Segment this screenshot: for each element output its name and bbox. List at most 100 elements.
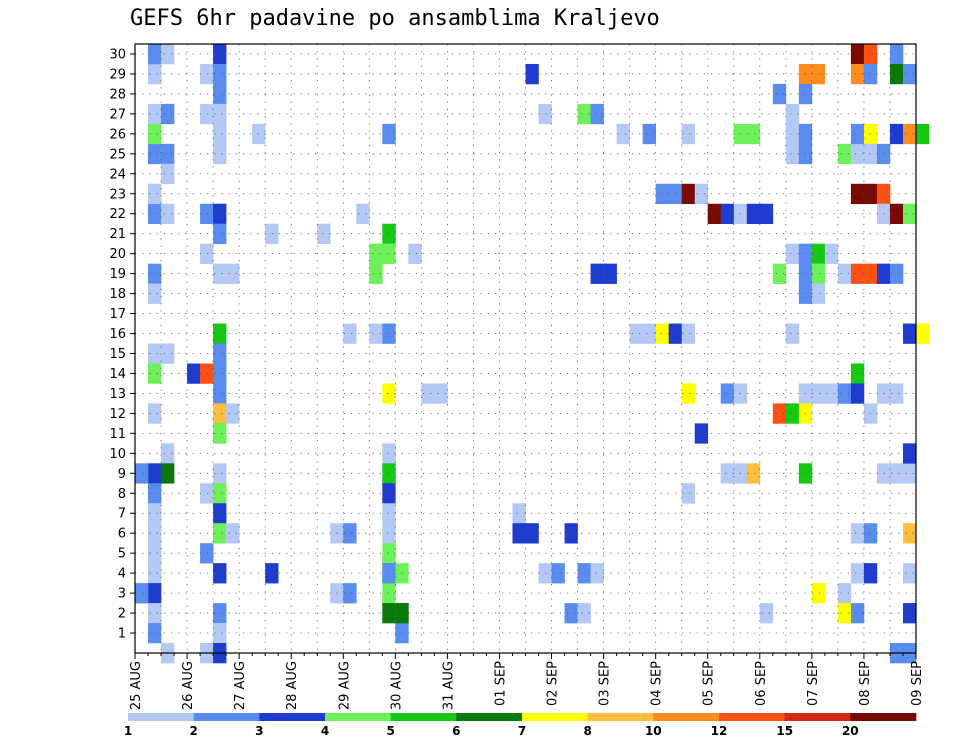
heatmap-cell [785,103,800,125]
heatmap-cell [876,463,891,484]
y-tick-label: 29 [109,67,126,82]
heatmap-cell [811,243,826,264]
heatmap-cell [213,623,227,644]
heatmap-cell [707,203,722,225]
heatmap-cell [161,443,175,464]
heatmap-cell [850,44,865,65]
heatmap-cell [213,463,227,484]
colorbar-swatch [325,713,391,721]
heatmap-cell [850,183,865,205]
heatmap-cell [850,523,865,544]
heatmap-cell [213,523,227,544]
heatmap-cell [148,463,162,484]
heatmap-cell [213,123,227,145]
y-tick-label: 7 [118,507,126,522]
heatmap-cell [850,263,865,284]
y-tick-label: 5 [118,547,126,562]
heatmap-cell [902,523,917,544]
x-tick-label: 07 SEP [806,661,821,706]
y-tick-label: 4 [118,567,126,582]
heatmap-cell [161,163,175,185]
heatmap-cell [681,483,696,504]
heatmap-cell [785,243,800,264]
y-tick-label: 24 [109,167,126,182]
heatmap-cell [213,223,227,244]
colorbar-swatch [522,713,588,721]
heatmap-cell [382,523,396,544]
heatmap-cell [902,323,917,344]
heatmap-cell [161,203,175,225]
heatmap-cell [200,63,214,85]
colorbar-swatch [784,713,851,721]
heatmap-cell [538,563,552,584]
heatmap-cell [746,203,761,225]
heatmap-cell [148,63,162,85]
x-tick-label: 03 SEP [598,661,613,706]
heatmap-cell [343,323,357,344]
heatmap-cell [317,223,331,244]
heatmap-cell [551,563,565,584]
heatmap-cell [759,203,774,225]
x-tick-label: 27 AUG [233,661,248,710]
heatmap-cell [161,44,175,65]
heatmap-cell [772,83,787,105]
heatmap-cell [629,323,643,344]
heatmap-cell [785,123,800,145]
heatmap-cell [889,44,904,65]
y-tick-label: 15 [109,347,126,362]
gridlines [135,44,916,653]
heatmap-cell [889,63,904,85]
heatmap-cell [343,583,357,604]
heatmap-cell [148,603,162,624]
heatmap-cell [720,383,735,404]
heatmap-cell [148,523,162,544]
x-axis: 25 AUG 26 AUG 27 AUG 28 AUG 29 AUG 30 AUG 31 A… [129,653,925,710]
colorbar-swatch [850,713,917,721]
colorbar-label: 6 [452,724,460,738]
x-tick-label: 25 AUG [129,661,144,710]
heatmap-cell [148,143,162,165]
y-tick-label: 3 [118,587,126,602]
heatmap-cell [785,143,800,165]
heatmap-cell [850,383,865,404]
heatmap-cell [902,123,917,145]
heatmap-cell [213,103,227,125]
x-tick-label: 08 SEP [858,661,873,706]
heatmap-cell [382,463,396,484]
heatmap-cell [876,383,891,404]
heatmap-cell [148,343,162,364]
x-tick-label: 01 SEP [494,661,509,706]
heatmap-cell [876,263,891,284]
heatmap-cell [382,243,396,264]
heatmap-cell [213,203,227,225]
heatmap-cell [642,323,656,344]
heatmap-cell [850,63,865,85]
heatmap-cell [213,423,227,444]
colorbar-swatch [390,713,457,721]
y-tick-label: 12 [109,407,126,422]
heatmap-cell [916,323,930,344]
heatmap-cell [148,183,162,205]
heatmap-cell [148,563,162,584]
y-tick-label: 22 [109,207,126,222]
heatmap-cell [512,503,526,524]
heatmap-cell [902,603,917,624]
heatmap-cell [213,403,227,424]
x-tick-label: 04 SEP [650,661,665,706]
y-tick-label: 21 [109,227,126,242]
heatmap-cell [148,123,162,145]
heatmap-cell [382,563,396,584]
heatmap-cell [876,183,891,205]
heatmap-cell [811,63,826,85]
heatmap-cell [681,323,696,344]
y-tick-label: 27 [109,107,126,122]
colorbar-swatch [719,713,785,721]
colorbar-label: 20 [842,724,859,738]
y-tick-label: 23 [109,187,126,202]
heatmap-cell [916,123,930,145]
heatmap-cell [382,443,396,464]
colorbar-label: 15 [776,724,793,738]
heatmap-cell [213,343,227,364]
y-tick-label: 13 [109,387,126,402]
heatmap-cell [226,263,240,284]
